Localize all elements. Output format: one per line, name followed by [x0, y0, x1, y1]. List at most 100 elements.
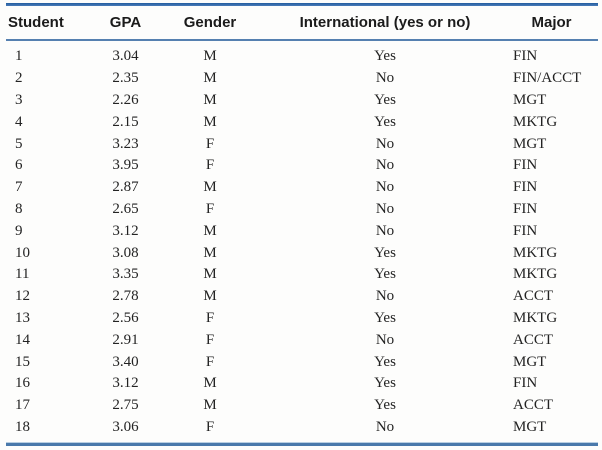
column-header-intl: International (yes or no): [265, 6, 505, 41]
cell-student: 3: [15, 91, 23, 108]
cell-major: FIN: [513, 179, 538, 196]
cell-gpa: 3.08: [112, 244, 139, 261]
cell-gender: M: [203, 179, 217, 196]
cell-student: 16: [15, 375, 30, 392]
table-row: 5 3.23 F No MGT: [6, 133, 598, 155]
cell-gpa: 2.26: [112, 91, 139, 108]
cell-gpa: 2.35: [112, 70, 139, 87]
cell-intl: Yes: [374, 309, 396, 326]
cell-student: 12: [15, 288, 30, 305]
cell-gpa: 3.04: [112, 48, 139, 65]
cell-major: ACCT: [513, 397, 554, 414]
cell-gender: M: [203, 375, 217, 392]
cell-intl: Yes: [374, 113, 396, 130]
table-row: 6 3.95 F No FIN: [6, 155, 598, 177]
cell-gender: M: [203, 113, 217, 130]
cell-student: 17: [15, 397, 30, 414]
cell-major: MKTG: [513, 266, 558, 283]
table-row: 16 3.12 M Yes FIN: [6, 373, 598, 395]
cell-gender: M: [203, 288, 217, 305]
cell-gpa: 2.78: [112, 288, 139, 305]
cell-student: 8: [15, 200, 23, 217]
cell-intl: No: [375, 222, 395, 239]
cell-major: MKTG: [513, 309, 558, 326]
cell-major: MGT: [513, 91, 547, 108]
cell-student: 7: [15, 179, 23, 196]
student-table: Student GPA Gender International (yes or no…: [6, 6, 598, 440]
table-row: 14 2.91 F No ACCT: [6, 329, 598, 351]
column-header-student: Student: [6, 6, 96, 41]
cell-gender: F: [205, 135, 215, 152]
table-header-row: Student GPA Gender International (yes or no…: [6, 6, 598, 41]
cell-major: MKTG: [513, 113, 558, 130]
cell-gpa: 3.95: [112, 157, 139, 174]
cell-major: FIN: [513, 157, 538, 174]
cell-student: 9: [15, 222, 23, 239]
cell-gpa: 3.12: [112, 222, 139, 239]
cell-intl: Yes: [374, 266, 396, 283]
table-row: 11 3.35 M Yes MKTG: [6, 264, 598, 286]
cell-intl: Yes: [374, 91, 396, 108]
column-header-major: Major: [505, 6, 598, 41]
cell-intl: Yes: [374, 397, 396, 414]
cell-major: MGT: [513, 135, 547, 152]
cell-gpa: 2.91: [112, 331, 139, 348]
cell-intl: No: [375, 331, 395, 348]
cell-gender: F: [205, 353, 215, 370]
cell-gender: M: [203, 397, 217, 414]
cell-intl: Yes: [374, 353, 396, 370]
table-row: 2 2.35 M No FIN/ACCT: [6, 68, 598, 90]
cell-gpa: 2.75: [112, 397, 139, 414]
cell-gender: F: [205, 157, 215, 174]
cell-student: 2: [15, 70, 23, 87]
cell-student: 4: [15, 113, 23, 130]
table-row: 9 3.12 M No FIN: [6, 220, 598, 242]
table-row: 18 3.06 F No MGT: [6, 417, 598, 441]
cell-intl: No: [375, 70, 395, 87]
cell-intl: No: [375, 288, 395, 305]
cell-student: 18: [15, 418, 30, 435]
cell-gender: M: [203, 222, 217, 239]
cell-major: FIN: [513, 48, 538, 65]
cell-intl: Yes: [374, 48, 396, 65]
cell-student: 11: [15, 266, 30, 283]
cell-gender: M: [203, 266, 217, 283]
cell-major: FIN/ACCT: [513, 70, 582, 87]
cell-gender: F: [205, 309, 215, 326]
table-row: 10 3.08 M Yes MKTG: [6, 242, 598, 264]
cell-intl: No: [375, 157, 395, 174]
column-header-gender: Gender: [155, 6, 265, 41]
cell-gender: M: [203, 48, 217, 65]
cell-student: 5: [15, 135, 23, 152]
cell-student: 13: [15, 309, 30, 326]
cell-gpa: 2.87: [112, 179, 139, 196]
cell-major: ACCT: [513, 288, 554, 305]
table-bottom-border: [6, 442, 598, 447]
cell-intl: No: [375, 135, 395, 152]
cell-gender: M: [203, 244, 217, 261]
student-data-table: Student GPA Gender International (yes or no…: [6, 3, 598, 447]
cell-intl: No: [375, 179, 395, 196]
table-row: 4 2.15 M Yes MKTG: [6, 111, 598, 133]
cell-gpa: 2.15: [112, 113, 139, 130]
cell-gpa: 3.06: [112, 418, 139, 435]
column-header-gpa: GPA: [96, 6, 155, 41]
cell-intl: No: [375, 418, 395, 435]
cell-student: 6: [15, 157, 23, 174]
table-top-border: [6, 3, 598, 6]
cell-gpa: 3.35: [112, 266, 139, 283]
cell-intl: No: [375, 200, 395, 217]
cell-major: FIN: [513, 222, 538, 239]
cell-major: FIN: [513, 375, 538, 392]
cell-major: MGT: [513, 418, 547, 435]
cell-gpa: 3.12: [112, 375, 139, 392]
table-row: 7 2.87 M No FIN: [6, 177, 598, 199]
table-row: 15 3.40 F Yes MGT: [6, 351, 598, 373]
cell-student: 14: [15, 331, 30, 348]
cell-gpa: 3.40: [112, 353, 139, 370]
cell-major: MKTG: [513, 244, 558, 261]
table-row: 8 2.65 F No FIN: [6, 199, 598, 221]
cell-gender: F: [205, 331, 215, 348]
cell-major: ACCT: [513, 331, 554, 348]
